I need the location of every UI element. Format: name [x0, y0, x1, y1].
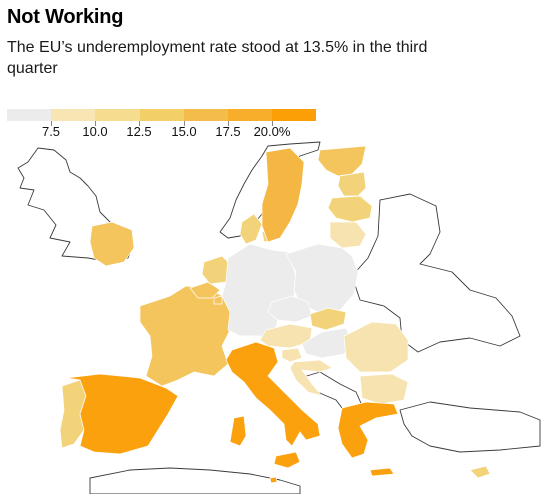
legend-label-7-5: 7.5: [41, 124, 61, 139]
legend-swatch-6: [228, 109, 273, 121]
belarus-ukraine-outline: [351, 193, 521, 353]
country-lithuania: [329, 221, 367, 249]
country-slovakia: [309, 307, 347, 331]
turkey-outline: [399, 401, 541, 453]
country-cyprus: [469, 465, 491, 479]
country-germany: [221, 243, 297, 337]
country-bulgaria: [359, 373, 409, 405]
legend-swatch-1: [7, 109, 52, 121]
legend-label-15: 15.0: [171, 124, 197, 139]
north-africa-outline: [89, 467, 301, 494]
legend-label-12-5: 12.5: [126, 124, 152, 139]
legend-swatch-7: [272, 109, 317, 121]
country-slovenia: [281, 347, 303, 363]
legend-label-20: 20.0%: [253, 124, 291, 139]
europe-map: [17, 141, 541, 494]
legend-swatch-4: [139, 109, 184, 121]
country-greece: [337, 401, 399, 477]
country-estonia: [337, 171, 367, 197]
country-romania: [343, 321, 409, 373]
country-czechia: [267, 295, 313, 323]
country-spain: [65, 373, 179, 455]
chart-subtitle: The EU’s underemployment rate stood at 1…: [7, 39, 428, 77]
country-austria: [259, 323, 313, 349]
country-italy: [225, 341, 321, 469]
country-finland: [317, 145, 367, 177]
country-netherlands: [201, 255, 231, 285]
chart-title: Not Working: [7, 6, 124, 28]
country-belgium: [189, 281, 221, 299]
country-croatia: [289, 359, 333, 397]
legend-swatch-5: [183, 109, 228, 121]
country-malta: [269, 476, 278, 484]
color-legend: 7.5 10.0 12.5 15.0 17.5 20.0%: [7, 109, 317, 145]
legend-label-10: 10.0: [82, 124, 108, 139]
country-luxembourg: [213, 295, 223, 305]
country-latvia: [327, 195, 373, 223]
country-sweden: [261, 147, 305, 243]
legend-swatch-3: [95, 109, 140, 121]
legend-label-17-5: 17.5: [215, 124, 241, 139]
country-ireland: [89, 221, 135, 267]
legend-swatch-2: [51, 109, 96, 121]
country-poland: [285, 243, 359, 313]
